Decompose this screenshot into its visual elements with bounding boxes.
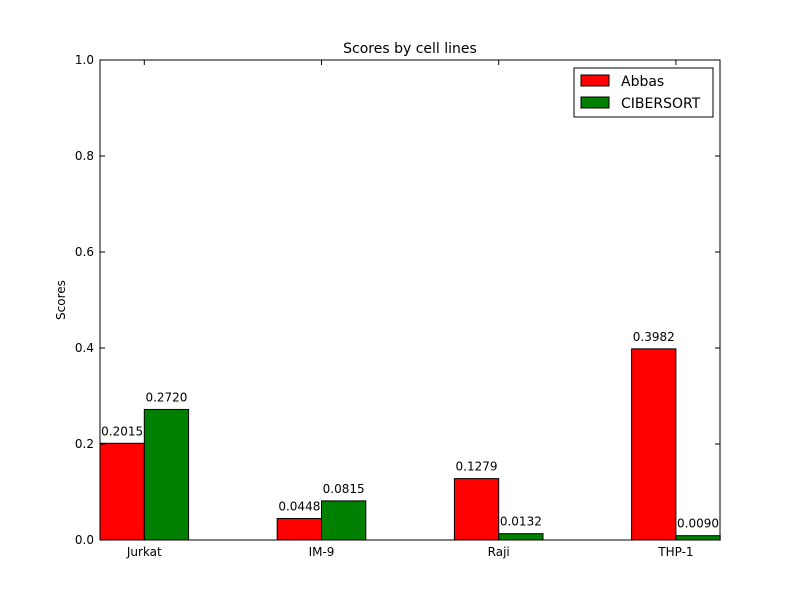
bar-value-label: 0.3982	[633, 330, 675, 344]
y-axis-label: Scores	[54, 280, 68, 320]
bar-cibersort-raji	[498, 533, 544, 541]
y-tick-label: 0.4	[75, 341, 94, 355]
legend-label-abbas: Abbas	[621, 74, 664, 90]
bar-abbas-im-9	[276, 517, 323, 541]
bar-value-label: 0.0090	[677, 517, 719, 531]
x-tick-label: THP-1	[657, 545, 693, 559]
bar-value-label: 0.2015	[101, 424, 143, 438]
legend-label-cibersort: CIBERSORT	[621, 96, 701, 112]
bar-value-label: 0.0132	[500, 515, 542, 529]
bar-cibersort-im-9	[321, 500, 367, 541]
plot-frame	[99, 59, 721, 541]
bar-abbas-jurkat	[99, 442, 145, 541]
legend: Abbas CIBERSORT	[573, 67, 714, 118]
x-tick-label: Jurkat	[126, 545, 162, 559]
bar-value-label: 0.0448	[278, 499, 320, 513]
legend-swatch-abbas	[580, 74, 610, 87]
bar-cibersort-thp-1	[675, 535, 721, 541]
bar-value-label: 0.1279	[456, 460, 498, 474]
bar-abbas-thp-1	[631, 348, 677, 541]
y-tick-label: 0.8	[75, 149, 94, 163]
chart-title: Scores by cell lines	[343, 41, 477, 57]
x-tick-label: IM-9	[309, 545, 335, 559]
bar-abbas-raji	[453, 478, 500, 541]
bar-cibersort-jurkat	[143, 408, 190, 541]
y-tick-label: 0.0	[75, 533, 94, 547]
bar-value-label: 0.0815	[323, 482, 365, 496]
x-tick-label: Raji	[488, 545, 510, 559]
y-tick-label: 0.2	[75, 437, 94, 451]
y-tick-label: 1.0	[75, 53, 94, 67]
legend-swatch-cibersort	[580, 96, 610, 109]
bar-value-label: 0.2720	[145, 390, 187, 404]
y-tick-label: 0.6	[75, 245, 94, 259]
